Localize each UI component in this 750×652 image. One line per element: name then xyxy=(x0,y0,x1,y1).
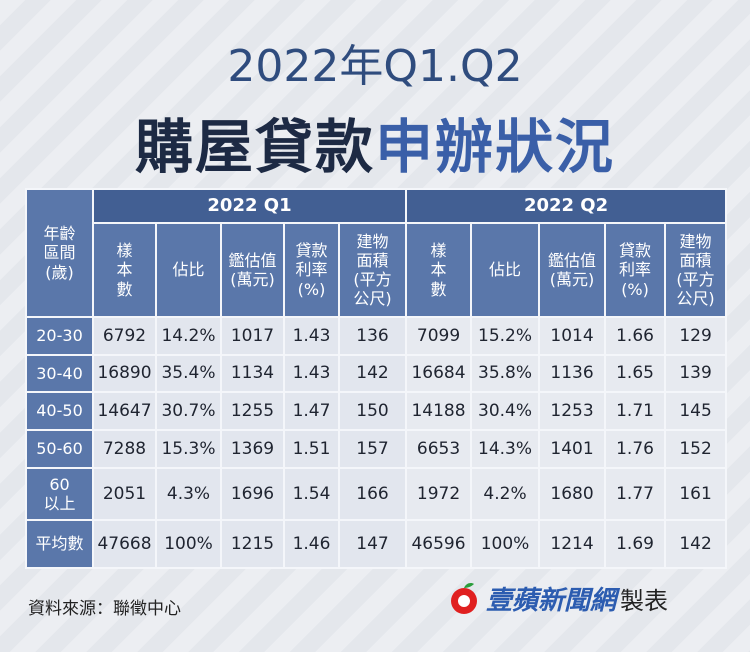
cell: 1401 xyxy=(538,429,607,469)
column-header: 樣 本 數 xyxy=(405,222,473,318)
cell: 4.2% xyxy=(470,467,541,521)
subtitle-dark: 購屋貸款 xyxy=(134,113,375,181)
logo xyxy=(451,582,477,614)
cell: 14.3% xyxy=(470,429,541,469)
cell: 35.4% xyxy=(155,354,222,393)
cell: 1.76 xyxy=(604,429,667,469)
column-header: 鑑估值 (萬元) xyxy=(538,222,607,318)
cell: 30.7% xyxy=(155,391,222,431)
row-label: 平均數 xyxy=(25,519,94,569)
cell: 1.66 xyxy=(604,316,667,356)
cell: 4.3% xyxy=(155,467,222,521)
cell: 47668 xyxy=(92,519,157,569)
cell: 136 xyxy=(337,316,408,356)
row-label: 50-60 xyxy=(25,429,94,469)
brand-name: 壹蘋新聞網 xyxy=(486,586,617,616)
cell: 1.43 xyxy=(283,316,340,356)
cell: 1.43 xyxy=(283,354,340,393)
cell: 166 xyxy=(337,467,408,521)
cell: 1369 xyxy=(220,429,285,469)
row-label: 60 以上 xyxy=(25,467,94,521)
cell: 35.8% xyxy=(470,354,541,393)
cell: 1680 xyxy=(538,467,607,521)
cell: 30.4% xyxy=(470,391,541,431)
cell: 14.2% xyxy=(155,316,222,356)
cell: 1215 xyxy=(220,519,285,569)
data-row: 20-30 6792 14.2% 1017 1.43 136 7099 15.2% 1014 1.… xyxy=(25,316,728,356)
header-row: 樣 本 數佔比 鑑估值 (萬元) 貸款 利率 (%) 建物 面積 (平方 公尺) 樣 本… xyxy=(26,222,728,318)
cell: 1214 xyxy=(538,519,607,569)
cell: 142 xyxy=(337,354,408,393)
cell: 1.51 xyxy=(283,429,340,469)
cell: 142 xyxy=(664,519,728,569)
cell: 161 xyxy=(664,467,728,521)
data-row: 50-60 7288 15.3% 1369 1.51 157 6653 14.3% 1401 1.… xyxy=(25,429,728,469)
cell: 15.2% xyxy=(470,316,541,356)
cell: 1.47 xyxy=(283,391,340,431)
cell: 1255 xyxy=(220,391,285,431)
row-label: 20-30 xyxy=(25,316,94,356)
subtitle-blue: 申辦狀況 xyxy=(375,113,616,181)
cell: 1134 xyxy=(220,354,285,393)
cell: 152 xyxy=(664,429,728,469)
cell: 7099 xyxy=(405,316,473,356)
column-header: 建物 面積 (平方 公尺) xyxy=(664,222,728,318)
cell: 14647 xyxy=(92,391,157,431)
column-header: 建物 面積 (平方 公尺) xyxy=(337,222,408,318)
cell: 6792 xyxy=(92,316,157,356)
made-by: 製表 xyxy=(620,587,669,615)
source: 資料來源：聯徵中心 xyxy=(28,599,181,619)
group-header: 2022 Q2 xyxy=(405,188,728,224)
cell: 2051 xyxy=(92,467,157,521)
row-label: 30-40 xyxy=(25,354,94,393)
brand: 壹蘋新聞網 製表 xyxy=(448,580,668,617)
cell: 129 xyxy=(664,316,728,356)
data-row: 30-40 16890 35.4% 1134 1.43 142 16684 35.8% 1136… xyxy=(25,354,728,393)
corner-header: 年齡 區間 (歲) xyxy=(25,188,94,318)
cell: 14188 xyxy=(405,391,473,431)
cell: 1.65 xyxy=(604,354,667,393)
cell: 1.71 xyxy=(604,391,667,431)
cell: 6653 xyxy=(405,429,473,469)
header-row: 年齡 區間 (歲) 2022 Q1 2022 Q2 xyxy=(25,188,728,318)
cell: 16890 xyxy=(92,354,157,393)
subtitle: 購屋貸款申辦狀況 xyxy=(0,100,750,184)
column-header: 佔比 xyxy=(470,222,541,318)
cell: 1696 xyxy=(220,467,285,521)
group-header: 2022 Q1 xyxy=(91,188,408,224)
cell: 46596 xyxy=(405,519,473,569)
data-row: 40-50 14647 30.7% 1255 1.47 150 14188 30.4% 1253… xyxy=(25,391,728,431)
data-row: 60 以上 2051 4.3% 1696 1.54 166 1972 4.2% 1680 1.77… xyxy=(25,467,728,521)
cell: 145 xyxy=(664,391,728,431)
cell: 1.69 xyxy=(604,519,667,569)
cell: 1972 xyxy=(405,467,473,521)
column-header: 貸款 利率 (%) xyxy=(604,222,667,318)
cell: 1017 xyxy=(220,316,285,356)
cell: 150 xyxy=(337,391,408,431)
cell: 157 xyxy=(337,429,408,469)
cell: 1.77 xyxy=(604,467,667,521)
cell: 139 xyxy=(664,354,728,393)
cell: 1014 xyxy=(538,316,607,356)
column-header: 鑑估值 (萬元) xyxy=(220,222,285,318)
cell: 1.46 xyxy=(283,519,340,569)
cell: 1.54 xyxy=(283,467,340,521)
column-header: 貸款 利率 (%) xyxy=(283,222,340,318)
column-header: 佔比 xyxy=(155,222,222,318)
cell: 16684 xyxy=(405,354,473,393)
cell: 100% xyxy=(470,519,541,569)
cell: 15.3% xyxy=(155,429,222,469)
row-label: 40-50 xyxy=(25,391,94,431)
data-row: 平均數 47668 100% 1215 1.46 147 46596 100% 1214 1.69… xyxy=(25,519,728,569)
cell: 1136 xyxy=(538,354,607,393)
cell: 147 xyxy=(337,519,408,569)
cell: 7288 xyxy=(92,429,157,469)
cell: 100% xyxy=(155,519,222,569)
column-header: 樣 本 數 xyxy=(92,222,157,318)
cell: 1253 xyxy=(538,391,607,431)
table: 年齡 區間 (歲) 2022 Q1 2022 Q2 樣 本 數佔比 鑑估值 (萬元) 貸款… xyxy=(25,188,728,569)
title: 2022年Q1.Q2 xyxy=(227,41,523,92)
